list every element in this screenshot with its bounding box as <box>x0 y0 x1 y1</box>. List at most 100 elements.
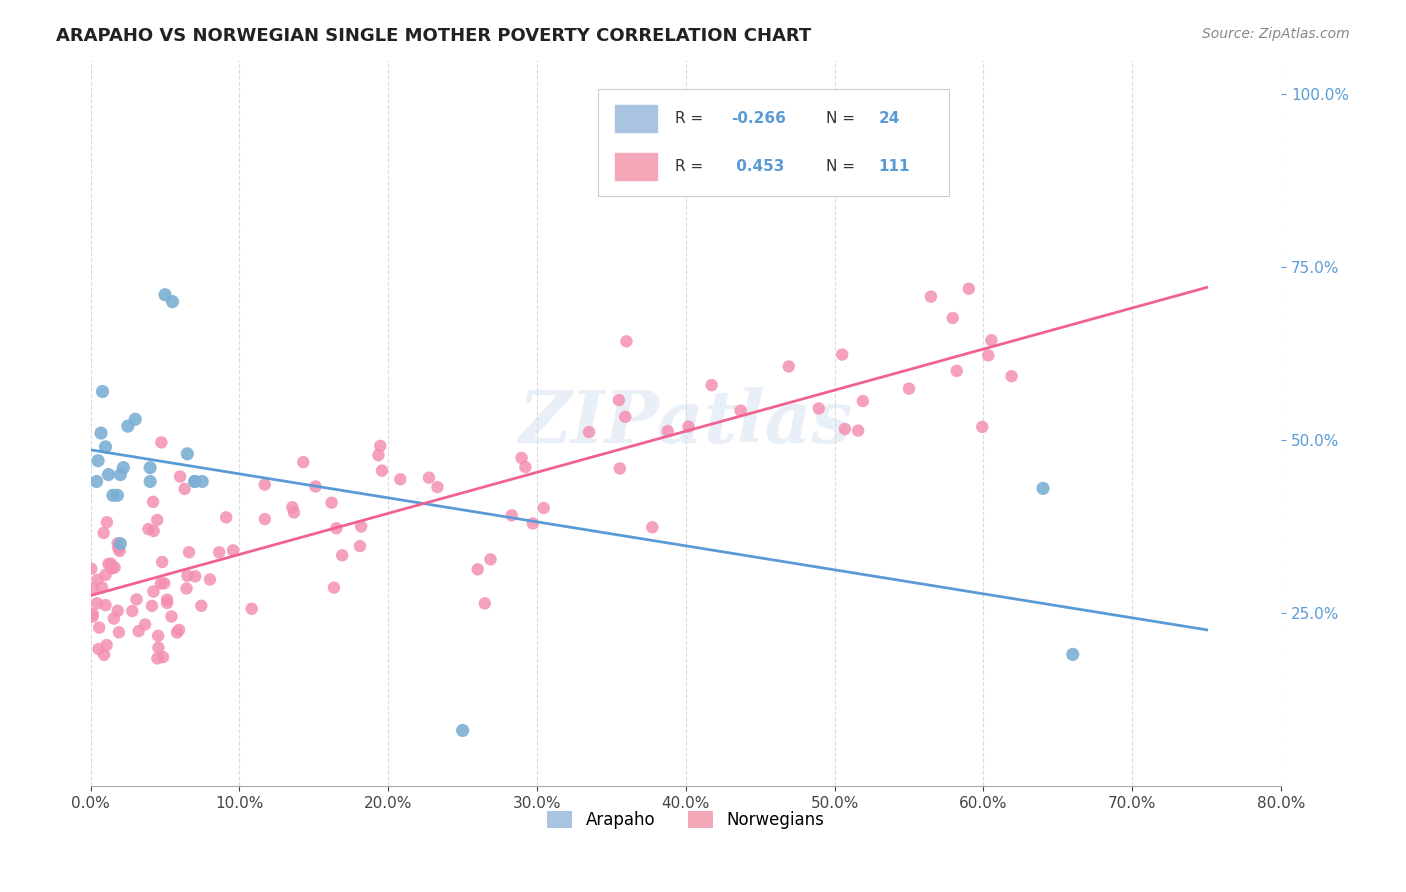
Point <box>162 294 184 309</box>
Point <box>222 543 245 558</box>
Point <box>94 440 117 454</box>
Point <box>108 544 131 558</box>
Point <box>980 333 1002 347</box>
Point <box>945 364 967 378</box>
Point <box>108 625 131 640</box>
Point <box>920 290 942 304</box>
Point <box>142 524 165 538</box>
Point <box>139 475 162 489</box>
Point <box>173 482 195 496</box>
Point <box>281 500 304 515</box>
Point <box>418 470 440 484</box>
Point <box>515 460 537 475</box>
Point <box>96 638 118 652</box>
Legend: Arapaho, Norwegians: Arapaho, Norwegians <box>540 804 831 836</box>
Point <box>778 359 800 374</box>
Point <box>807 401 830 416</box>
Point <box>176 447 198 461</box>
Point <box>852 394 875 409</box>
Text: N =: N = <box>827 112 860 126</box>
Point <box>208 545 231 559</box>
Point <box>110 537 132 551</box>
Point <box>101 561 124 575</box>
Point <box>176 582 198 596</box>
Point <box>87 642 110 657</box>
Point <box>94 598 117 612</box>
Point <box>153 576 176 591</box>
Point <box>977 348 1000 362</box>
Point <box>614 409 637 424</box>
Point <box>678 419 700 434</box>
Point <box>253 512 276 526</box>
Point <box>97 467 120 482</box>
Point <box>97 557 120 571</box>
Point <box>169 469 191 483</box>
Point <box>89 621 111 635</box>
Point <box>86 573 108 587</box>
Point <box>167 623 190 637</box>
Point <box>96 515 118 529</box>
Point <box>451 723 474 738</box>
Point <box>93 525 115 540</box>
Point <box>152 650 174 665</box>
Point <box>700 378 723 392</box>
Point <box>142 495 165 509</box>
Point <box>146 651 169 665</box>
Point <box>325 521 347 535</box>
Point <box>90 426 112 441</box>
Point <box>578 425 600 439</box>
Point <box>156 596 179 610</box>
Point <box>153 287 176 301</box>
Point <box>82 607 104 621</box>
Point <box>142 584 165 599</box>
Point <box>426 480 449 494</box>
Point <box>350 519 373 533</box>
Point <box>467 562 489 576</box>
Point <box>103 560 125 574</box>
Text: R =: R = <box>675 112 709 126</box>
Point <box>138 522 160 536</box>
Point <box>184 475 207 489</box>
Point <box>253 477 276 491</box>
Text: N =: N = <box>827 160 860 174</box>
Point <box>94 568 117 582</box>
Point <box>86 596 108 610</box>
Point <box>479 552 502 566</box>
Point <box>112 460 135 475</box>
Point <box>330 549 353 563</box>
Point <box>957 282 980 296</box>
Point <box>522 516 544 531</box>
Point <box>972 420 994 434</box>
Point <box>1032 482 1054 496</box>
Point <box>100 557 122 571</box>
Point <box>609 461 631 475</box>
Point <box>146 629 169 643</box>
Point <box>321 496 343 510</box>
Point <box>148 640 170 655</box>
Point <box>103 611 125 625</box>
Point <box>107 541 129 556</box>
Point <box>368 439 391 453</box>
Point <box>91 581 114 595</box>
Point <box>160 609 183 624</box>
Point <box>176 568 198 582</box>
Point <box>156 592 179 607</box>
Point <box>349 539 371 553</box>
Point <box>86 475 108 489</box>
Point <box>121 604 143 618</box>
Point <box>184 569 207 583</box>
Text: 0.453: 0.453 <box>731 160 785 174</box>
Point <box>304 479 326 493</box>
Text: ARAPAHO VS NORWEGIAN SINGLE MOTHER POVERTY CORRELATION CHART: ARAPAHO VS NORWEGIAN SINGLE MOTHER POVER… <box>56 27 811 45</box>
Point <box>1062 648 1084 662</box>
Point <box>190 599 212 613</box>
Point <box>150 555 173 569</box>
Point <box>141 599 163 613</box>
Text: 24: 24 <box>879 112 900 126</box>
Point <box>125 592 148 607</box>
Point <box>166 625 188 640</box>
Point <box>184 475 207 489</box>
Text: ZIPatlas: ZIPatlas <box>519 387 853 458</box>
Point <box>117 419 139 434</box>
Point <box>150 435 173 450</box>
